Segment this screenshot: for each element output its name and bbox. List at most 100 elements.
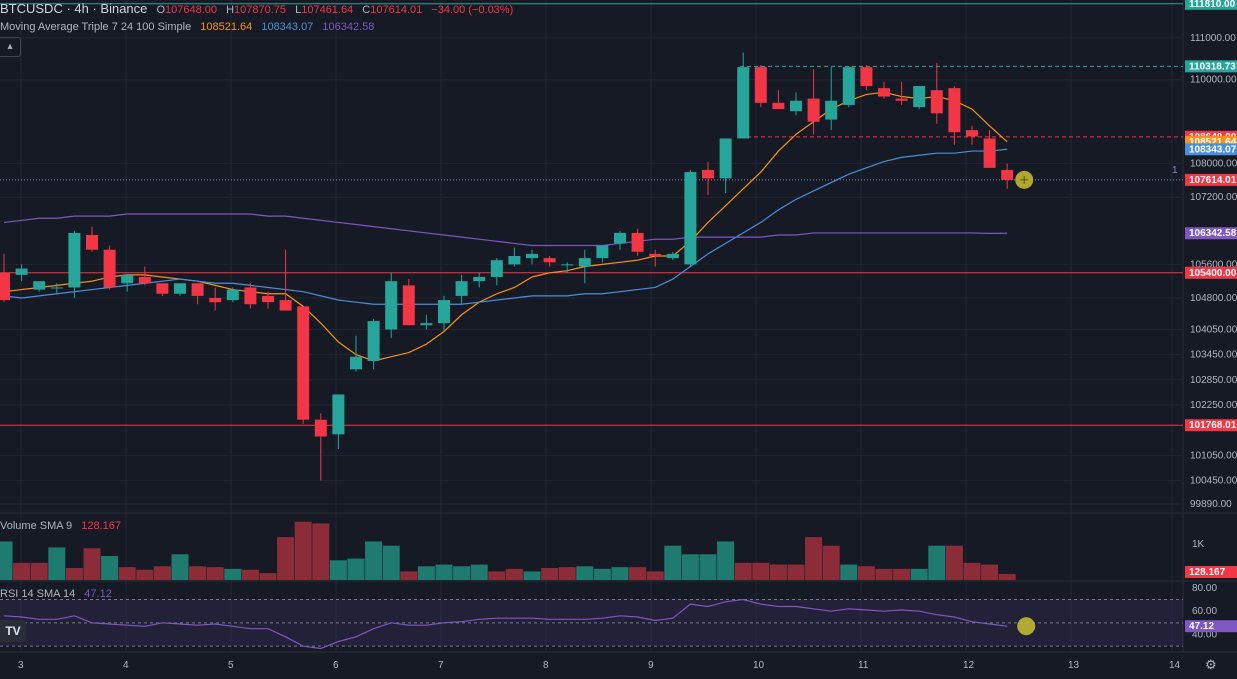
rsi-value: 47.12 (84, 588, 112, 600)
volume-bar (963, 562, 981, 580)
candle (0, 253, 10, 303)
volume-bar (981, 564, 999, 580)
volume-bar (365, 541, 383, 580)
tradingview-logo-icon[interactable]: TV (0, 620, 26, 642)
price-axis: 111000.00 110000.00 108000.00 107200.00 1056… (1185, 0, 1237, 510)
candle-body (103, 249, 116, 288)
candle (244, 283, 257, 309)
volume-bar (30, 562, 48, 580)
candle-body (702, 169, 714, 179)
ma-label: Moving Average Triple 7 24 100 Simple (0, 21, 192, 33)
candle (913, 86, 926, 110)
candle (983, 130, 996, 168)
symbol-title[interactable]: BTCUSDC · 4h · Binance (0, 1, 148, 16)
price-tick-label: 104050.00 (1190, 324, 1237, 335)
rsi-axis-label: 60.00 (1192, 606, 1217, 617)
volume-bar (840, 564, 858, 580)
price-tick-label: 99890.00 (1190, 499, 1232, 510)
candle (878, 81, 890, 99)
ma-legend[interactable]: Moving Average Triple 7 24 100 Simple 10… (0, 21, 380, 33)
candle (68, 230, 81, 298)
candle-body (438, 300, 450, 324)
candle-body (314, 419, 327, 437)
ma-line-ma100 (3, 213, 1008, 247)
candle-body (825, 100, 838, 120)
volume-bar (945, 545, 963, 580)
candle (807, 69, 820, 135)
volume-bar (153, 566, 171, 580)
candle-body (860, 67, 873, 87)
price-level-badge (1185, 60, 1237, 73)
candle (948, 86, 961, 145)
volume-bar (189, 566, 207, 580)
price-level-badge (1185, 419, 1237, 432)
time-tick-label: 6 (333, 660, 339, 671)
candle-body (754, 67, 767, 103)
price-badge-label: 107614.01 (1189, 175, 1237, 186)
volume-bar (752, 562, 770, 580)
rsi-legend[interactable]: RSI 14 SMA 14 47.12 (0, 588, 112, 600)
rsi-axis-label: 40.00 (1192, 630, 1217, 641)
price-badge (1185, 173, 1237, 186)
price-tick-label: 102250.00 (1190, 400, 1237, 411)
candle (209, 287, 222, 311)
grid-lines (0, 0, 1183, 652)
ma-line-ma24 (3, 148, 1008, 305)
volume-bar (435, 564, 453, 580)
candle (297, 306, 310, 424)
rsi-marker (1017, 617, 1036, 636)
ma-line-ma7 (3, 91, 1008, 362)
price-tick-label: 108000.00 (1190, 159, 1237, 170)
open-label: O (156, 4, 166, 16)
volume-bar (83, 548, 101, 580)
price-tick-label: 107200.00 (1190, 192, 1237, 203)
close-value: 107614.01 (370, 4, 423, 16)
candle-body (842, 67, 855, 105)
candle-body (50, 287, 63, 289)
volume-bar (294, 521, 312, 580)
volume-bar (453, 566, 471, 580)
volume-bar (822, 545, 840, 580)
collapse-legend-button[interactable]: ▴ (0, 37, 21, 57)
high-label: H (226, 4, 235, 16)
candle (614, 230, 626, 250)
volume-badge-label: 128.167 (1189, 567, 1226, 578)
volume-bar (400, 571, 418, 580)
time-tick-label: 3 (18, 660, 24, 671)
volume-bar (681, 554, 699, 580)
candle-body (807, 98, 820, 122)
volume-bar (787, 564, 805, 580)
candle-body (226, 289, 239, 301)
volume-bar (646, 571, 664, 580)
time-tick-label: 14 (1169, 660, 1181, 671)
candle (226, 287, 239, 303)
candle (191, 283, 204, 305)
high-value: 107870.75 (234, 4, 287, 16)
price-level-badge-label: 111810.00 (1189, 0, 1236, 10)
candle-body (262, 295, 274, 303)
ma24-value: 108343.07 (261, 21, 314, 33)
volume-bar (576, 566, 594, 580)
price-level-badge (1185, 0, 1237, 10)
rsi-badge (1185, 620, 1237, 633)
volume-bar (699, 554, 717, 580)
volume-bar (857, 566, 875, 580)
price-badge (1185, 143, 1237, 156)
rsi-band (0, 599, 1183, 647)
candle-body (138, 276, 151, 284)
candle (174, 283, 186, 296)
volume-bar (593, 568, 611, 580)
time-tick-label: 7 (438, 660, 444, 671)
candle-body (174, 283, 186, 294)
volume-bar (910, 568, 928, 580)
candle-body (631, 232, 644, 252)
candle (737, 52, 750, 139)
price-level-badge-label: 110318.73 (1189, 61, 1236, 72)
gear-icon[interactable]: ⚙ (1205, 657, 1217, 672)
volume-legend[interactable]: Volume SMA 9 128.167 (0, 520, 121, 532)
candle (420, 314, 433, 330)
time-tick-label: 8 (543, 660, 549, 671)
candle (473, 272, 486, 288)
candle (367, 318, 380, 370)
